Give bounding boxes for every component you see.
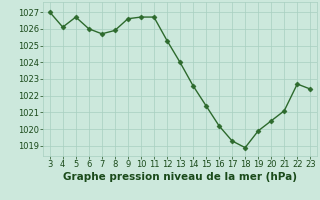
X-axis label: Graphe pression niveau de la mer (hPa): Graphe pression niveau de la mer (hPa) [63,172,297,182]
